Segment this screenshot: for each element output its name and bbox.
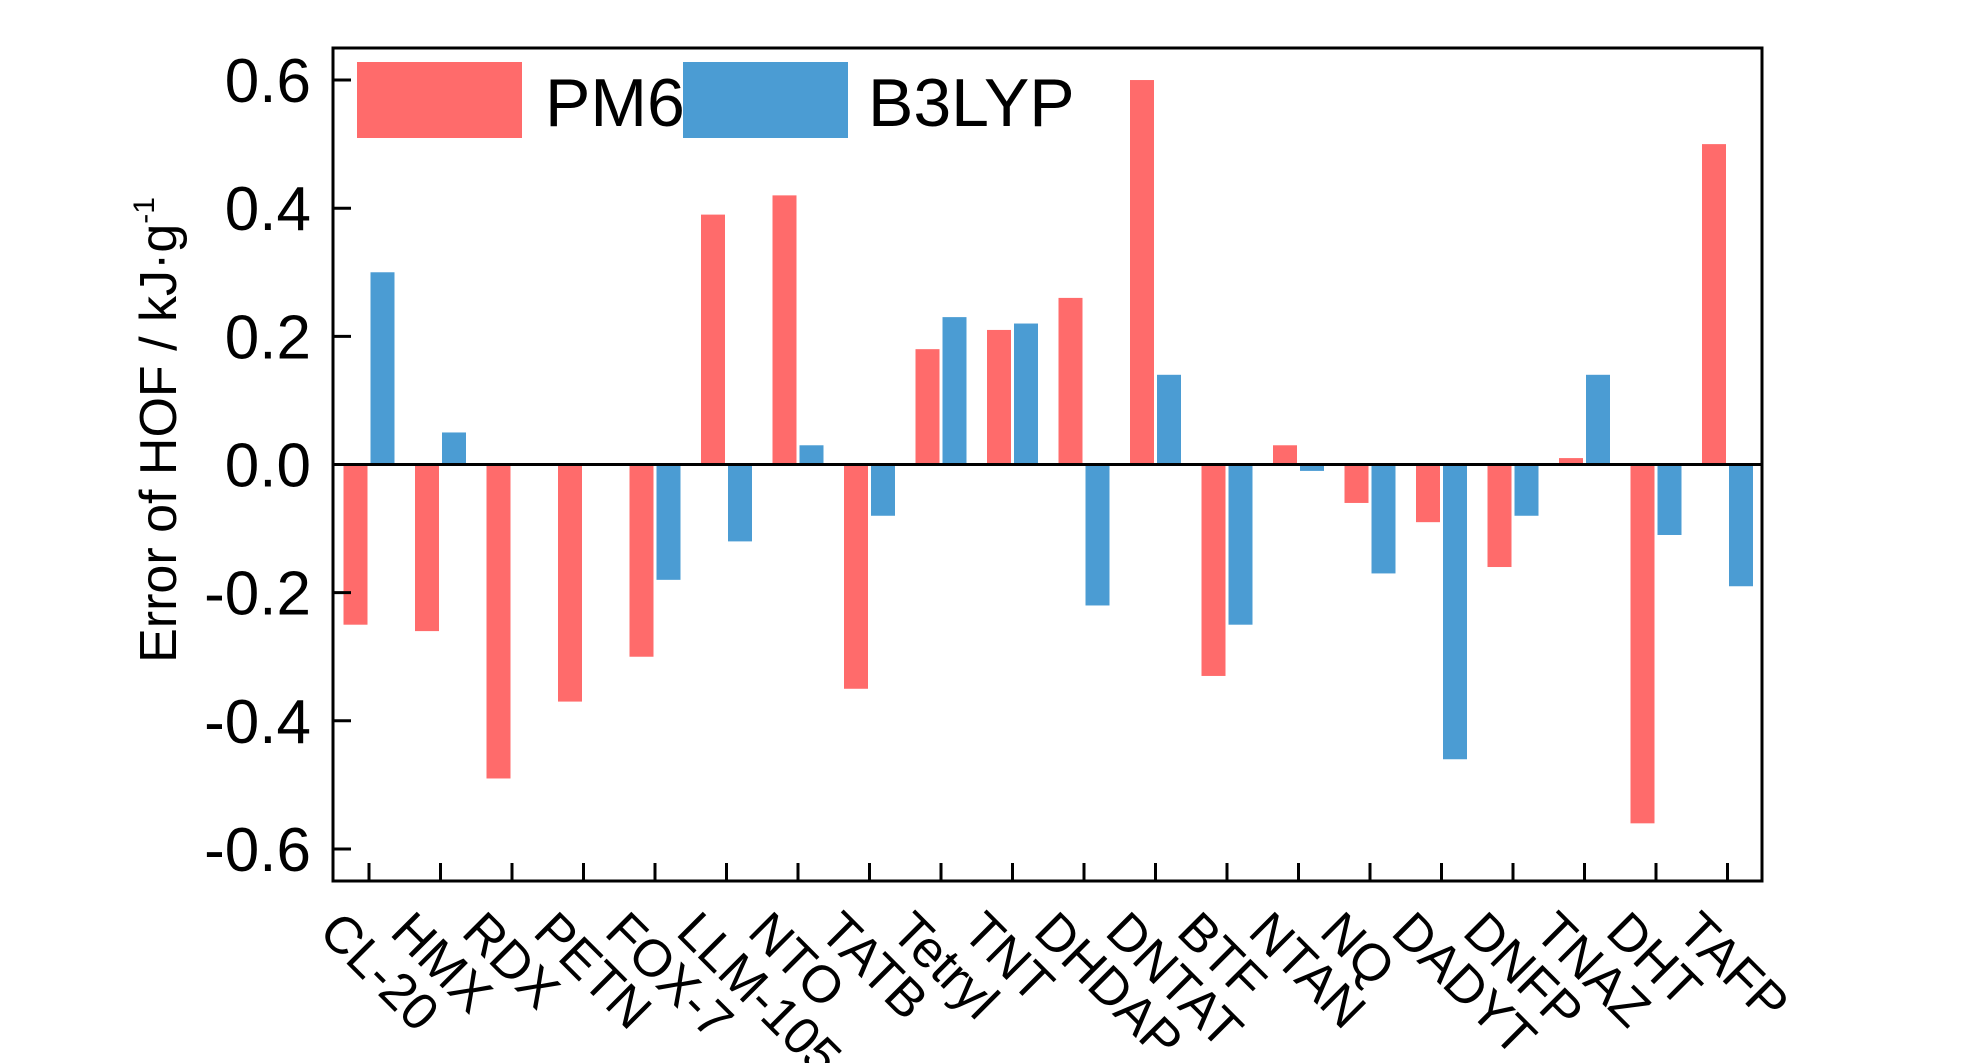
bar-pm6-hmx (415, 464, 439, 632)
bar-pm6-tatb (844, 464, 868, 689)
bar-pm6-fox-7 (629, 464, 654, 657)
legend-swatch-pm6 (357, 62, 522, 138)
bar-pm6-ntan (1273, 445, 1297, 465)
bar-b3lyp-llm-105 (728, 464, 752, 542)
y-tick-label: 0.0 (225, 432, 311, 501)
bar-pm6-cl-20 (343, 464, 368, 625)
legend-swatch-b3lyp (683, 62, 848, 138)
legend-label-b3lyp: B3LYP (868, 65, 1075, 141)
bar-pm6-dnfp (1487, 464, 1512, 568)
bar-b3lyp-ntan (1300, 464, 1324, 471)
bar-pm6-dht (1630, 464, 1655, 824)
y-tick-label: -0.6 (204, 816, 311, 885)
bar-pm6-dadyt (1416, 464, 1440, 523)
bar-b3lyp-dadyt (1443, 464, 1467, 760)
bar-pm6-petn (558, 464, 582, 702)
bar-pm6-rdx (486, 464, 511, 779)
bar-b3lyp-fox-7 (656, 464, 681, 580)
bar-b3lyp-btf (1228, 464, 1253, 625)
y-axis-title-main: Error of HOF / kJ·g (130, 224, 188, 663)
y-tick-label: 0.4 (225, 175, 311, 244)
x-axis-ticks: CL-20HMXRDXPETNFOX-7LLM-105NTOTATBTetryl… (308, 863, 1799, 1063)
bar-b3lyp-dnfp (1514, 464, 1539, 516)
bar-pm6-tnt (987, 329, 1011, 465)
bar-pm6-dntat (1130, 80, 1154, 465)
bar-b3lyp-dhdap (1085, 464, 1110, 606)
legend-label-pm6: PM6 (545, 65, 685, 141)
y-axis-title: Error of HOF / kJ·g-1 (128, 197, 188, 663)
bar-pm6-tafp (1702, 144, 1726, 465)
bar-pm6-nq (1344, 464, 1369, 503)
bar-pm6-nto (772, 195, 797, 465)
y-tick-label: 0.2 (225, 303, 311, 372)
bar-b3lyp-tatb (871, 464, 895, 516)
bar-b3lyp-dntat (1157, 374, 1181, 465)
y-tick-label: 0.6 (225, 47, 311, 116)
bar-b3lyp-nq (1371, 464, 1396, 574)
legend: PM6 B3LYP (357, 62, 1075, 141)
bar-b3lyp-cl-20 (370, 272, 395, 465)
y-axis-title-superscript: -1 (128, 197, 161, 224)
bar-b3lyp-tetryl (942, 317, 967, 465)
y-axis-ticks: -0.6 -0.4 -0.2 0.0 0.2 0.4 0.6 (204, 47, 351, 885)
bar-pm6-tnaz (1559, 458, 1583, 465)
y-tick-label: -0.2 (204, 560, 311, 629)
bar-pm6-btf (1201, 464, 1226, 676)
bar-b3lyp-tnt (1014, 323, 1038, 465)
bars-layer (343, 80, 1753, 824)
y-tick-label: -0.4 (204, 688, 311, 757)
bar-b3lyp-tnaz (1586, 374, 1610, 465)
bar-pm6-dhdap (1058, 297, 1083, 465)
bar-b3lyp-dht (1657, 464, 1682, 535)
bar-pm6-llm-105 (701, 214, 725, 465)
bar-b3lyp-nto (799, 445, 824, 465)
bar-pm6-tetryl (915, 349, 940, 465)
bar-b3lyp-hmx (442, 432, 466, 465)
bar-b3lyp-tafp (1729, 464, 1753, 587)
